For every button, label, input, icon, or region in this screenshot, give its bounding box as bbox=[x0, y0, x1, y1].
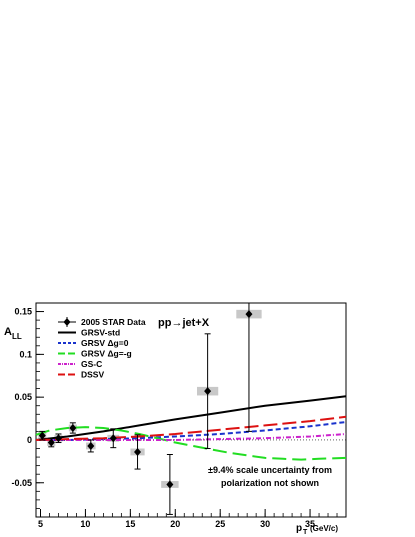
legend-label: GRSV-std bbox=[81, 328, 120, 338]
y-axis-label: A bbox=[4, 326, 12, 338]
annotation-line-2: polarization not shown bbox=[221, 478, 319, 488]
data-point bbox=[204, 387, 212, 396]
legend-label: 2005 STAR Data bbox=[81, 317, 146, 327]
data-points bbox=[38, 302, 253, 515]
y-tick-label: -0.05 bbox=[11, 478, 32, 488]
x-tick-label: 10 bbox=[80, 519, 90, 529]
y-tick-label: 0.1 bbox=[19, 349, 32, 359]
curve-grsv-std bbox=[35, 395, 347, 441]
data-point bbox=[109, 434, 117, 443]
process-label: pp→jet+X bbox=[158, 317, 210, 329]
legend-label: DSSV bbox=[81, 370, 104, 380]
theory-curves bbox=[35, 395, 347, 461]
x-axis-unit: (GeV/c) bbox=[310, 524, 338, 533]
data-point bbox=[245, 310, 253, 319]
data-point bbox=[87, 441, 95, 450]
y-tick-label: 0.15 bbox=[14, 307, 32, 317]
legend-label: GRSV Δg=0 bbox=[81, 338, 129, 348]
curve-grsv-g-g bbox=[35, 426, 347, 461]
x-tick-label: 30 bbox=[260, 519, 270, 529]
y-tick-label: 0.05 bbox=[14, 392, 32, 402]
legend-marker-diamond bbox=[63, 318, 71, 326]
annotation-line-1: ±9.4% scale uncertainty from bbox=[208, 465, 332, 475]
x-tick-label: 25 bbox=[215, 519, 225, 529]
data-point bbox=[166, 480, 174, 489]
y-tick-label: 0 bbox=[27, 435, 32, 445]
x-axis-label: p bbox=[296, 523, 302, 534]
plot-frame bbox=[35, 302, 347, 518]
data-point bbox=[69, 423, 77, 432]
y-axis: 0.15 0.1 0.05 0 -0.05 bbox=[11, 302, 44, 518]
legend-label: GRSV Δg=-g bbox=[81, 349, 132, 359]
data-point bbox=[38, 431, 46, 440]
x-tick-label: 35 bbox=[305, 519, 315, 529]
x-tick-label: 5 bbox=[38, 519, 43, 529]
x-axis-label-sub: T bbox=[303, 529, 308, 536]
x-axis: 5 10 15 20 25 30 35 bbox=[38, 509, 347, 529]
curve-gs-c bbox=[36, 433, 347, 441]
data-point bbox=[54, 434, 62, 443]
x-tick-label: 15 bbox=[125, 519, 135, 529]
data-point bbox=[47, 438, 55, 447]
legend-label: GS-C bbox=[81, 359, 102, 369]
data-point bbox=[134, 447, 142, 456]
y-axis-label-sub: LL bbox=[12, 332, 22, 341]
curve-dssv bbox=[35, 415, 347, 441]
systematic-boxes bbox=[38, 309, 262, 488]
x-tick-label: 20 bbox=[170, 519, 180, 529]
